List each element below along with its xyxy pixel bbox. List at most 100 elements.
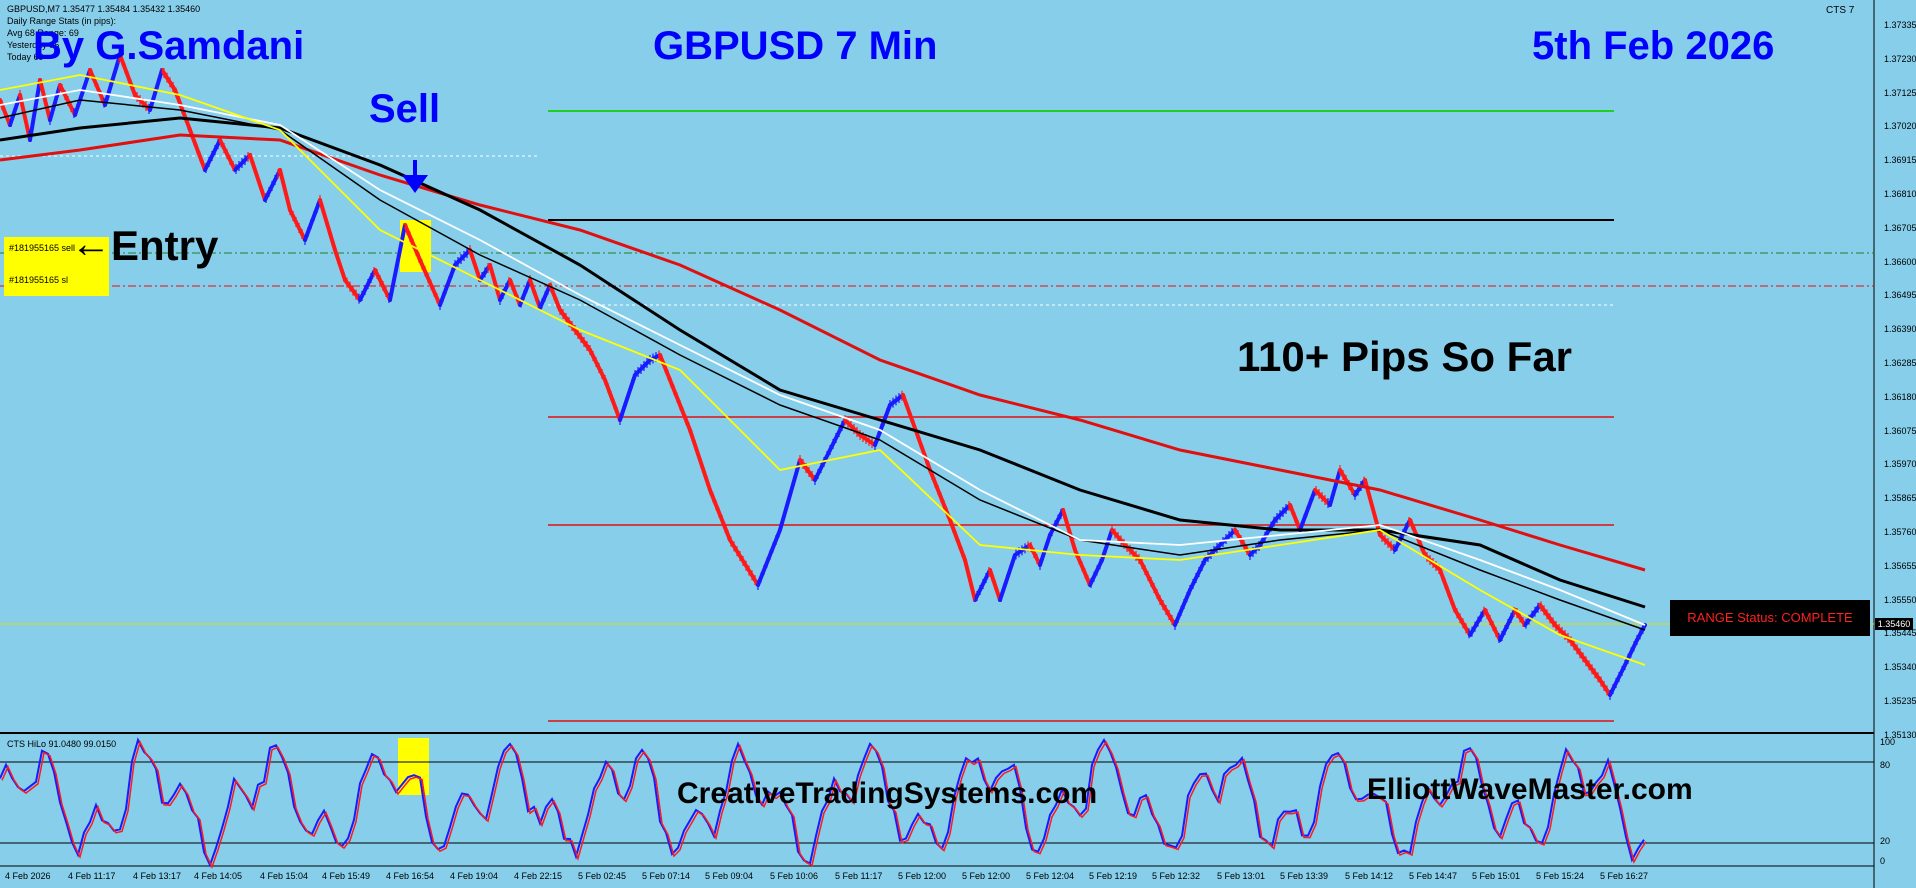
- range-stats-title: Daily Range Stats (in pips):: [7, 16, 117, 26]
- bull-wave-segment: [303, 198, 322, 242]
- time-tick: 4 Feb 16:54: [386, 871, 435, 881]
- oscillator-level: 20: [1880, 836, 1891, 846]
- bear-wave-segment: [288, 208, 307, 242]
- time-tick: 5 Feb 14:12: [1345, 871, 1394, 881]
- price-tick: 1.35550: [1884, 594, 1916, 605]
- time-tick: 4 Feb 13:17: [133, 871, 182, 881]
- bear-wave-segment: [18, 93, 32, 142]
- time-tick: 5 Feb 12:04: [1026, 871, 1075, 881]
- price-tick: 1.37335: [1884, 20, 1916, 30]
- bear-wave-segment: [948, 518, 967, 562]
- order-entry-label: #181955165 sell: [9, 243, 76, 253]
- price-tick: 1.36600: [1884, 256, 1916, 267]
- ema-black-fast: [0, 99, 1646, 631]
- current-price-tag: 1.35460: [1875, 618, 1913, 630]
- bear-wave-segment: [488, 263, 502, 302]
- bull-wave-segment: [1188, 558, 1207, 592]
- bull-wave-segment: [618, 373, 637, 422]
- range-stats-today: Today 69: [7, 52, 44, 62]
- ema-yellow: [0, 74, 1646, 666]
- bull-wave-segment: [1328, 468, 1342, 507]
- bear-wave-segment: [468, 248, 482, 282]
- time-tick: 5 Feb 14:47: [1409, 871, 1458, 881]
- author-label: By G.Samdani: [33, 24, 305, 68]
- time-tick: 4 Feb 19:04: [450, 871, 499, 881]
- ema-white: [0, 89, 1646, 626]
- time-tick: 5 Feb 02:45: [578, 871, 627, 881]
- time-tick: 5 Feb 12:00: [962, 871, 1011, 881]
- symbol-info: GBPUSD,M7 1.35477 1.35484 1.35432 1.3546…: [7, 4, 201, 14]
- bull-wave-segment: [1173, 588, 1192, 627]
- price-tick: 1.37125: [1884, 87, 1916, 98]
- time-tick: 5 Feb 09:04: [705, 871, 754, 881]
- bear-wave-segment: [1598, 678, 1612, 697]
- corner-label: CTS 7: [1826, 5, 1855, 16]
- bear-wave-segment: [603, 378, 622, 422]
- price-tick: 1.35445: [1884, 628, 1916, 639]
- price-tick: 1.37020: [1884, 121, 1916, 132]
- price-tick: 1.36285: [1884, 358, 1916, 368]
- price-tick: 1.35235: [1884, 696, 1916, 706]
- price-tick: 1.36180: [1884, 391, 1916, 402]
- entry-arrow-icon: ←: [71, 222, 111, 266]
- bull-wave-segment: [1038, 533, 1052, 567]
- bear-wave-segment: [728, 538, 760, 587]
- price-tick: 1.35340: [1884, 662, 1916, 673]
- ema-red-slow: [0, 133, 1646, 572]
- bear-wave-segment: [1028, 543, 1042, 567]
- bear-wave-segment: [528, 278, 542, 310]
- oscillator-label: CTS HiLo 91.0480 99.0150: [7, 739, 117, 749]
- bear-wave-segment: [588, 348, 607, 382]
- bear-wave-segment: [963, 558, 977, 602]
- oscillator-level: 80: [1880, 760, 1891, 770]
- bear-wave-segment: [910, 418, 932, 472]
- bull-wave-segment: [453, 248, 472, 267]
- price-tick: 1.36705: [1884, 222, 1916, 233]
- bull-wave-segment: [498, 278, 512, 302]
- price-tick: 1.35760: [1884, 527, 1916, 537]
- oscillator-level: 100: [1880, 737, 1896, 747]
- date-label: 5th Feb 2026: [1532, 24, 1775, 68]
- time-tick: 5 Feb 10:06: [770, 871, 819, 881]
- time-tick: 5 Feb 11:17: [835, 871, 883, 881]
- site-elliottwavemaster: ElliottWaveMaster.com: [1367, 773, 1693, 806]
- time-tick: 4 Feb 14:05: [194, 871, 243, 881]
- sell-arrow-icon: [402, 175, 428, 193]
- bull-wave-segment: [48, 83, 62, 122]
- entry-label: Entry: [111, 222, 219, 269]
- range-stats-yesterday: Yesterday 95: [7, 40, 60, 50]
- time-tick: 5 Feb 13:39: [1280, 871, 1329, 881]
- bull-wave-segment: [1100, 528, 1114, 562]
- time-tick: 5 Feb 12:19: [1089, 871, 1138, 881]
- time-tick: 4 Feb 2026: [5, 871, 51, 881]
- bear-wave-segment: [670, 383, 692, 432]
- price-tick: 1.35130: [1884, 729, 1916, 740]
- time-tick: 5 Feb 12:00: [898, 871, 947, 881]
- bull-wave-segment: [438, 263, 457, 307]
- oscillator-signal-highlight: [398, 738, 429, 795]
- time-tick: 4 Feb 15:49: [322, 871, 371, 881]
- bull-wave-segment: [813, 448, 832, 482]
- price-tick: 1.36390: [1884, 324, 1916, 335]
- time-tick: 5 Feb 16:27: [1600, 871, 1649, 881]
- oscillator-level: 0: [1880, 856, 1886, 866]
- time-tick: 4 Feb 15:04: [260, 871, 309, 881]
- order-highlight-box: [4, 237, 109, 296]
- time-tick: 4 Feb 11:17: [68, 871, 116, 881]
- price-tick: 1.36915: [1884, 155, 1916, 166]
- bear-wave-segment: [38, 78, 52, 122]
- time-tick: 5 Feb 07:14: [642, 871, 691, 881]
- bull-wave-segment: [1608, 663, 1627, 697]
- bull-wave-segment: [8, 93, 22, 127]
- bull-wave-segment: [633, 358, 652, 377]
- bull-wave-segment: [1248, 543, 1262, 557]
- bull-wave-segment: [1218, 528, 1237, 547]
- range-stats-avg: Avg 68 Range: 69: [7, 28, 79, 38]
- bull-wave-segment: [1203, 543, 1222, 562]
- price-tick: 1.37230: [1884, 53, 1916, 64]
- price-tick: 1.36810: [1884, 189, 1916, 199]
- bear-wave-segment: [318, 198, 337, 252]
- oscillator-line-red: [1, 739, 1647, 869]
